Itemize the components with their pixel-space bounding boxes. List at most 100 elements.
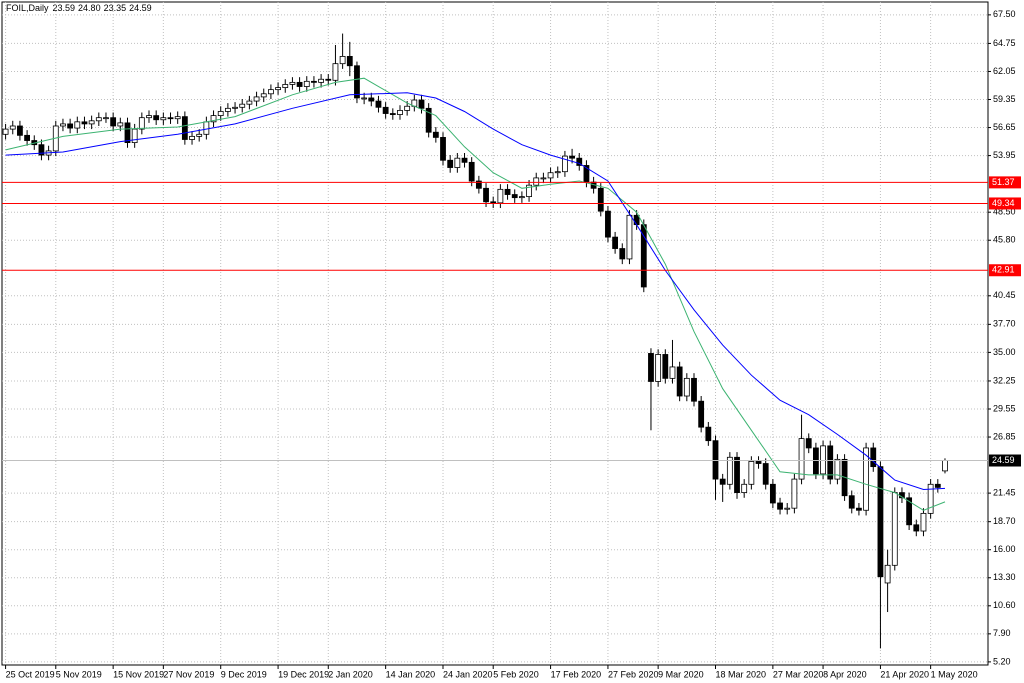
x-tick-label: 19 Dec 2019: [278, 669, 329, 679]
level-label: 51.37: [992, 177, 1015, 187]
candle-body: [475, 180, 482, 189]
y-tick-label: 64.75: [993, 38, 1016, 48]
candle-body: [425, 107, 432, 133]
candle-body: [2, 128, 9, 135]
candle-body: [547, 172, 554, 179]
candle-body: [884, 564, 891, 584]
candle-body: [533, 177, 540, 186]
candle-body: [138, 117, 145, 130]
header-close: 24.59: [129, 3, 152, 13]
candle-body: [339, 56, 346, 65]
y-tick-label: 56.65: [993, 122, 1016, 132]
candle-body: [927, 483, 934, 514]
candle-body: [447, 159, 454, 168]
candle-body: [189, 135, 195, 140]
candle-body: [210, 115, 217, 123]
candle-body: [124, 122, 131, 144]
candle-body: [24, 134, 30, 141]
candle-body: [131, 128, 138, 144]
y-tick-label: 59.35: [993, 94, 1016, 104]
candle-body: [389, 113, 396, 115]
candle-body: [382, 106, 389, 114]
y-tick-label: 13.30: [993, 572, 1016, 582]
chart-header: FOIL,Daily 23.59 24.80 23.35 24.59: [6, 3, 152, 13]
candle-body: [626, 214, 633, 260]
candle-body: [784, 507, 791, 510]
candle-body: [196, 133, 203, 137]
candle-body: [454, 157, 461, 168]
candle-body: [870, 447, 877, 468]
candle-body: [60, 123, 66, 127]
x-tick-label: 9 Dec 2019: [221, 669, 267, 679]
candle-body: [569, 155, 575, 159]
candle-body: [346, 56, 353, 67]
x-tick-label: 5 Feb 2020: [493, 669, 539, 679]
candle-body: [669, 366, 676, 379]
x-tick-label: 2 Jan 2020: [328, 669, 373, 679]
candle-body: [440, 137, 446, 161]
candle-body: [827, 445, 834, 480]
y-tick-label: 16.00: [993, 544, 1016, 554]
candle-body: [253, 96, 260, 102]
candle-body: [110, 117, 117, 127]
candle-body: [232, 106, 238, 109]
y-tick-label: 7.90: [993, 628, 1011, 638]
y-tick-label: 40.45: [993, 290, 1016, 300]
candle-body: [562, 155, 568, 173]
candle-body: [856, 507, 862, 511]
y-tick-label: 26.85: [993, 431, 1016, 441]
candle-body: [282, 84, 289, 88]
y-tick-label: 53.95: [993, 150, 1016, 160]
candle-body: [726, 456, 733, 485]
candle-body: [526, 184, 532, 198]
candle-body: [17, 125, 23, 136]
candle-body: [662, 354, 669, 379]
y-tick-label: 10.60: [993, 600, 1016, 610]
candle-body: [691, 377, 697, 402]
candle-body: [719, 478, 726, 485]
x-tick-label: 14 Jan 2020: [386, 669, 436, 679]
x-tick-label: 1 May 2020: [931, 669, 978, 679]
candle-body: [540, 177, 547, 180]
y-tick-label: 67.50: [993, 9, 1016, 19]
level-label-bg: [989, 176, 1021, 189]
candle-body: [74, 121, 81, 129]
candle-body: [268, 89, 274, 95]
y-tick-label: 18.70: [993, 516, 1016, 526]
candle-body: [605, 210, 611, 238]
x-tick-label: 21 Apr 2020: [880, 669, 929, 679]
y-tick-label: 35.00: [993, 347, 1016, 357]
chart-title: FOIL,Daily: [6, 3, 49, 13]
candle-body: [311, 80, 317, 83]
x-tick-label: 15 Nov 2019: [113, 669, 164, 679]
y-tick-label: 48.50: [993, 207, 1016, 217]
candle-body: [203, 121, 210, 135]
x-tick-label: 25 Oct 2019: [6, 669, 55, 679]
candle-body: [755, 461, 762, 464]
candle-body: [325, 78, 332, 81]
level-label: 49.34: [992, 198, 1015, 208]
candle-body: [504, 188, 511, 195]
x-tick-label: 27 Feb 2020: [608, 669, 659, 679]
y-tick-label: 32.25: [993, 375, 1016, 385]
candle-body: [361, 97, 368, 100]
candle-body: [397, 110, 403, 115]
candle-body: [633, 214, 640, 226]
last-price-bg: [989, 454, 1021, 467]
candle-body: [942, 460, 948, 472]
candle-body: [490, 201, 497, 204]
candle-body: [554, 171, 561, 174]
candle-body: [518, 196, 525, 199]
x-tick-label: 18 Mar 2020: [716, 669, 767, 679]
plot-frame: [1, 1, 989, 666]
x-tick-label: 17 Feb 2020: [551, 669, 602, 679]
y-tick-label: 5.20: [993, 656, 1011, 666]
candle-body: [877, 466, 884, 578]
last-price-label: 24.59: [992, 455, 1015, 465]
candle-body: [906, 497, 913, 526]
candle-body: [576, 157, 583, 166]
candle-body: [146, 115, 152, 119]
candle-body: [705, 426, 712, 442]
candle-body: [891, 492, 898, 566]
candle-body: [712, 440, 719, 480]
